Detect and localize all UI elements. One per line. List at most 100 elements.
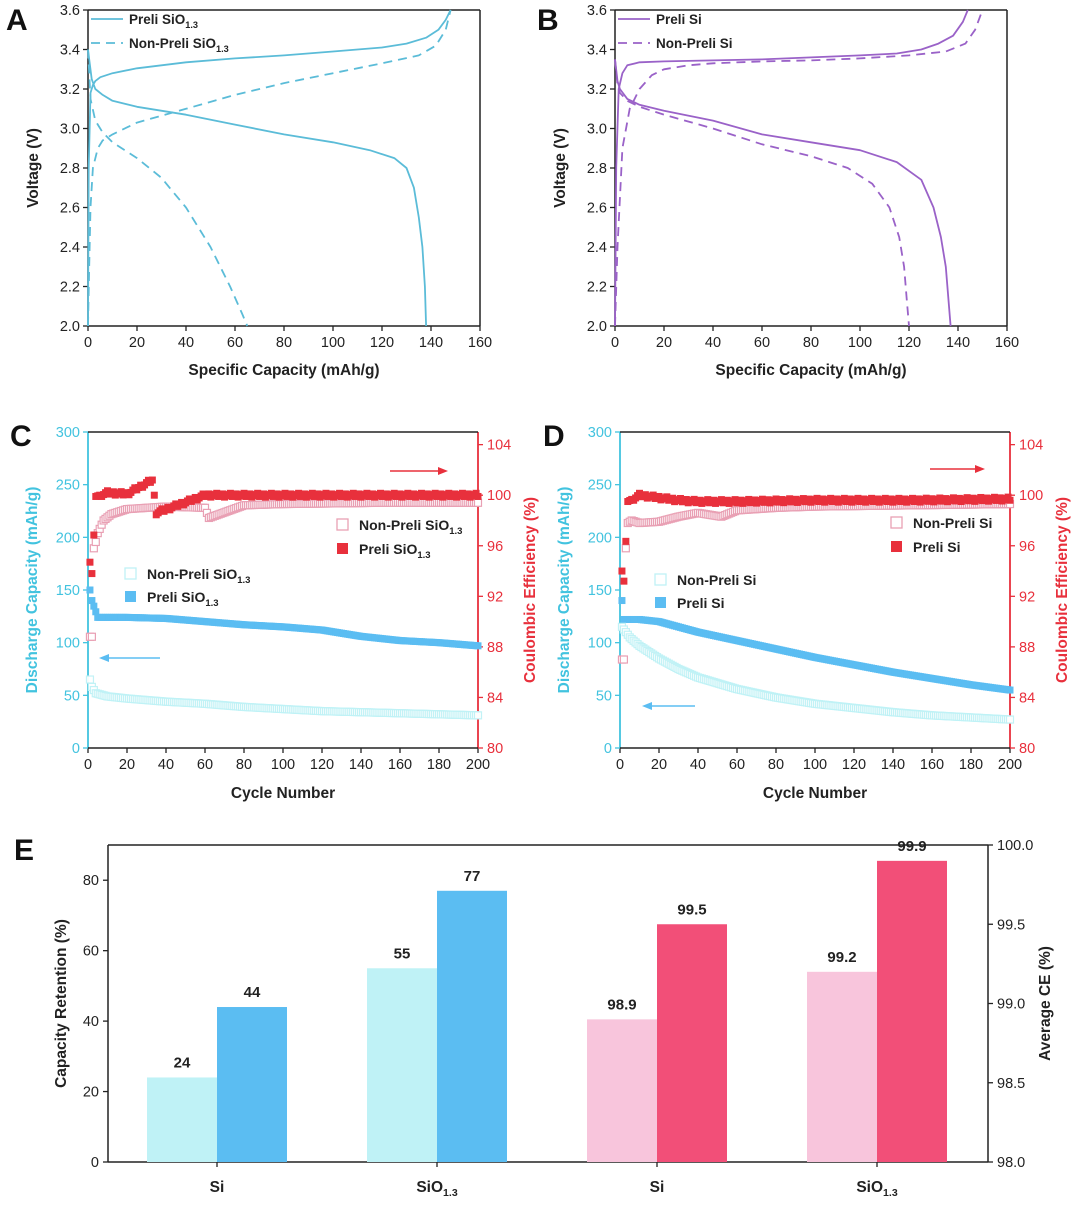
- y2-tick-label: 96: [1019, 539, 1035, 555]
- x-tick-label: 60: [729, 757, 745, 773]
- y-tick-label: 0: [604, 741, 612, 757]
- bar-value-label: 77: [464, 868, 481, 885]
- legend-label-nonpreli-sub: 1.3: [216, 44, 229, 54]
- x-tick-label: 20: [651, 757, 667, 773]
- x-tick-label: 60: [227, 335, 243, 351]
- legend-label-cap-nonpreli-main: Non-Preli SiO: [147, 566, 237, 582]
- left-category-label: SiO1.3: [416, 1179, 457, 1199]
- y-tick-label: 2.8: [587, 161, 607, 177]
- legend-label-preli-main: Preli Si: [656, 12, 702, 27]
- y-tick-label: 2.8: [60, 161, 80, 177]
- legend-label-nonpreli-main: Non-Preli Si: [656, 36, 733, 51]
- bar-left-non-preli-0: [147, 1077, 217, 1162]
- legend-marker-cap-preli: [125, 591, 136, 602]
- x-axis-title: Cycle Number: [763, 785, 867, 802]
- x-tick-label: 20: [129, 335, 145, 351]
- legend-label-cap-preli-main: Preli Si: [677, 595, 724, 611]
- left-y-tick-label: 0: [91, 1155, 99, 1171]
- x-tick-label: 160: [920, 757, 944, 773]
- legend-label-eff-nonpreli-main: Non-Preli SiO: [359, 517, 449, 533]
- legend-label-cap-preli-main: Preli SiO: [147, 589, 205, 605]
- efficiency-marker-nonpreli: [619, 655, 629, 664]
- efficiency-marker-preli: [90, 531, 98, 539]
- y-tick-label: 2.6: [60, 201, 80, 217]
- y-axis-title: Discharge Capacity (mAh/g): [556, 487, 573, 694]
- efficiency-marker-nonpreli: [473, 498, 483, 507]
- capacity-marker-preli: [90, 602, 98, 610]
- legend-label-eff-preli-main: Preli Si: [913, 539, 960, 555]
- legend-label-preli: Preli Si: [656, 12, 702, 27]
- x-tick-label: 40: [178, 335, 194, 351]
- right-y-tick-label: 98.5: [997, 1076, 1025, 1092]
- series-line-3: [614, 59, 910, 327]
- y-axis-title: Voltage (V): [552, 128, 569, 208]
- legend-label-cap-nonpreli-sub: 1.3: [237, 575, 250, 586]
- x-tick-label: 40: [690, 757, 706, 773]
- x-tick-label: 0: [84, 757, 92, 773]
- left-category-label: Si: [210, 1179, 225, 1196]
- series-line-1: [614, 59, 952, 327]
- legend-label-cap-preli: Preli Si: [677, 595, 724, 611]
- y-tick-label: 200: [56, 530, 80, 546]
- y-axis-title: Discharge Capacity (mAh/g): [24, 487, 41, 694]
- x-tick-label: 0: [616, 757, 624, 773]
- x-tick-label: 100: [803, 757, 827, 773]
- arrow-head-right: [438, 467, 448, 475]
- series-line-1: [87, 49, 427, 327]
- legend-marker-eff-preli: [891, 541, 902, 552]
- efficiency-marker-preli: [1006, 496, 1014, 504]
- bar-right-non-preli-0: [587, 1019, 657, 1162]
- y2-tick-label: 80: [487, 741, 503, 757]
- x-tick-label: 160: [995, 335, 1019, 351]
- y-tick-label: 3.0: [587, 122, 607, 138]
- y-tick-label: 2.4: [60, 240, 80, 256]
- x-tick-label: 20: [656, 335, 672, 351]
- y-tick-label: 3.0: [60, 122, 80, 138]
- bar-left-non-preli-1: [367, 968, 437, 1162]
- left-y-tick-label: 40: [83, 1014, 99, 1030]
- bar-value-label: 44: [244, 984, 261, 1001]
- y-tick-label: 3.2: [587, 82, 607, 98]
- y-tick-label: 2.6: [587, 201, 607, 217]
- efficiency-marker-nonpreli: [87, 632, 97, 641]
- legend-label-nonpreli: Non-Preli SiO1.3: [129, 36, 229, 54]
- efficiency-marker-preli: [474, 492, 482, 500]
- right-category-label: Si: [650, 1179, 665, 1196]
- efficiency-marker-nonpreli: [91, 537, 100, 547]
- x-tick-label: 120: [310, 757, 334, 773]
- efficiency-marker-preli: [148, 476, 156, 484]
- x-tick-label: 120: [897, 335, 921, 351]
- capacity-marker-nonpreli: [473, 711, 483, 720]
- y2-tick-label: 104: [1019, 438, 1043, 454]
- bar-value-label: 24: [174, 1054, 191, 1071]
- capacity-marker-nonpreli: [1005, 715, 1015, 724]
- y2-tick-label: 100: [487, 488, 511, 504]
- bar-value-label: 99.9: [897, 838, 926, 855]
- x-tick-label: 200: [466, 757, 490, 773]
- y-tick-label: 2.2: [587, 280, 607, 296]
- legend-label-eff-preli: Preli SiO1.3: [359, 541, 431, 561]
- x-tick-label: 20: [119, 757, 135, 773]
- series-line-2: [614, 9, 984, 327]
- legend-label-cap-nonpreli: Non-Preli Si: [677, 572, 756, 588]
- series-line-0: [614, 9, 969, 327]
- legend-label-eff-preli-main: Preli SiO: [359, 541, 417, 557]
- x-tick-label: 40: [705, 335, 721, 351]
- arrow-head-left: [642, 702, 652, 710]
- y-tick-label: 2.0: [587, 319, 607, 335]
- y-tick-label: 3.6: [60, 3, 80, 19]
- legend-label-preli: Preli SiO1.3: [129, 12, 198, 30]
- y2-axis-title: Coulombic Efficiency (%): [522, 497, 539, 683]
- capacity-marker-preli: [86, 586, 94, 594]
- efficiency-marker-preli: [86, 558, 94, 566]
- x-axis-title: Cycle Number: [231, 785, 335, 802]
- legend-label-cap-nonpreli: Non-Preli SiO1.3: [147, 566, 250, 586]
- legend-label-preli-main: Preli SiO: [129, 12, 185, 27]
- y-tick-label: 2.4: [587, 240, 607, 256]
- y2-tick-label: 92: [1019, 589, 1035, 605]
- series-line-3: [87, 49, 249, 327]
- legend-label-cap-nonpreli-main: Non-Preli Si: [677, 572, 756, 588]
- capacity-marker-preli: [474, 642, 482, 650]
- bar-value-label: 55: [394, 945, 411, 962]
